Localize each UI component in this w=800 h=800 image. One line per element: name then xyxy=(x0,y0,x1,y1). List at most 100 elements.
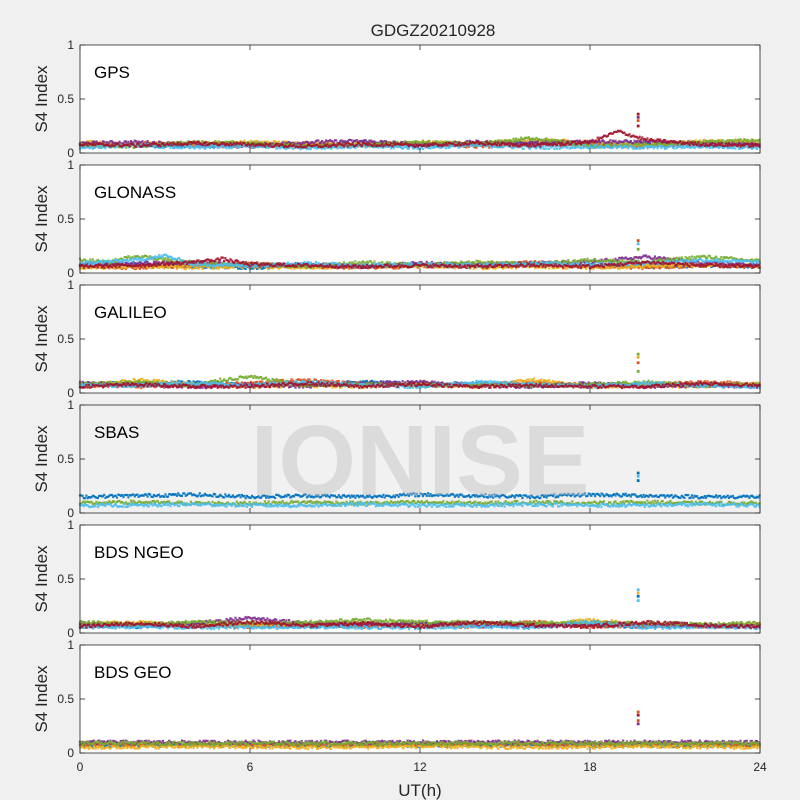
data-point-s3 xyxy=(731,141,734,144)
data-point-s5 xyxy=(595,143,598,147)
data-point-s3 xyxy=(750,141,753,144)
data-point-s3 xyxy=(349,138,352,142)
data-point-s2 xyxy=(628,143,631,146)
data-point-s2 xyxy=(757,140,760,143)
data-point-s1 xyxy=(656,145,659,148)
data-point-s0 xyxy=(646,142,649,145)
data-point-s6 xyxy=(659,138,662,141)
data-point-s4 xyxy=(420,142,423,145)
data-point-s5 xyxy=(588,144,592,147)
data-point-s1 xyxy=(276,144,279,147)
data-point-s1 xyxy=(537,142,541,145)
data-point-s6 xyxy=(342,145,345,148)
data-point-s2 xyxy=(149,141,152,144)
data-point-s6 xyxy=(507,142,510,145)
data-point-s5 xyxy=(193,147,196,150)
data-point-s3 xyxy=(614,139,617,142)
data-point-s0 xyxy=(717,145,720,148)
data-point-s0 xyxy=(474,144,477,147)
data-point-s3 xyxy=(127,140,130,143)
data-point-s1 xyxy=(447,143,450,146)
data-point-s3 xyxy=(159,140,162,144)
data-point-s4 xyxy=(214,140,217,143)
data-point-s3 xyxy=(744,144,747,147)
data-point-s2 xyxy=(201,267,204,270)
data-point-s3 xyxy=(724,141,727,145)
data-point-s5 xyxy=(522,147,525,150)
data-point-s1 xyxy=(750,145,753,148)
data-point-s6 xyxy=(177,141,180,144)
data-point-s2 xyxy=(458,140,461,143)
data-point-s3 xyxy=(109,140,112,143)
data-point-s5 xyxy=(580,147,583,150)
data-point-s3 xyxy=(122,142,125,145)
data-point-s5 xyxy=(307,147,310,151)
data-point-s3 xyxy=(475,139,478,142)
data-point-s3 xyxy=(291,141,294,144)
data-point-s3 xyxy=(609,139,612,142)
data-point-s3 xyxy=(401,141,404,144)
data-point-s3 xyxy=(600,140,603,143)
panel-label: GPS xyxy=(94,63,130,82)
data-point-s3 xyxy=(197,143,200,146)
data-point-s2 xyxy=(184,267,187,271)
figure-title: GDGZ20210928 xyxy=(371,21,496,40)
data-point-s3 xyxy=(322,141,325,144)
data-point-s2 xyxy=(698,139,701,142)
data-point-s0 xyxy=(532,140,535,143)
data-point-s3 xyxy=(325,139,328,142)
data-point-s2 xyxy=(563,138,566,141)
data-point-s5 xyxy=(169,146,172,149)
data-point-s3 xyxy=(131,141,134,144)
data-point-s2 xyxy=(90,267,93,270)
data-point-s0 xyxy=(154,146,157,149)
data-point-s6 xyxy=(159,145,162,148)
data-point-s3 xyxy=(307,141,310,144)
data-point-s2 xyxy=(330,142,333,145)
data-point-s2 xyxy=(294,141,297,144)
data-point-s3 xyxy=(590,141,593,144)
data-point-s0 xyxy=(164,145,167,148)
data-point-s3 xyxy=(619,140,622,144)
data-point-s3 xyxy=(527,141,530,144)
data-point-s5 xyxy=(548,147,551,150)
data-point-s0 xyxy=(623,142,626,145)
data-point-s0 xyxy=(531,140,534,143)
data-point-s3 xyxy=(469,139,472,142)
data-point-s5 xyxy=(611,146,615,149)
data-point-s3 xyxy=(465,140,468,143)
data-point-s1 xyxy=(741,145,745,148)
data-point-s3 xyxy=(416,143,419,146)
data-point-s1 xyxy=(683,266,686,269)
data-point-s6 xyxy=(467,143,470,146)
data-point-s2 xyxy=(272,140,275,143)
data-point-s3 xyxy=(743,142,746,145)
data-point-s2 xyxy=(420,140,423,143)
data-point-s6 xyxy=(495,144,498,147)
data-point-s3 xyxy=(423,143,426,146)
data-point-s6 xyxy=(711,142,714,145)
data-point-s0 xyxy=(590,144,593,147)
data-point-s3 xyxy=(595,141,598,144)
data-point-s3 xyxy=(424,144,427,147)
data-point-s2 xyxy=(735,139,738,142)
data-point-s3 xyxy=(405,141,408,144)
data-point-s2 xyxy=(585,139,588,142)
data-point-s4 xyxy=(735,141,738,144)
data-point-s2 xyxy=(197,267,200,270)
data-point-s2 xyxy=(749,141,752,144)
data-point-s3 xyxy=(308,142,311,145)
data-point-s2 xyxy=(443,140,446,143)
data-point-s2 xyxy=(248,142,251,145)
data-point-s3 xyxy=(662,141,666,144)
data-point-s2 xyxy=(613,142,616,145)
data-point-s2 xyxy=(520,139,523,142)
data-point-s3 xyxy=(288,141,291,144)
data-point-s6 xyxy=(494,141,497,144)
data-point-s6 xyxy=(647,140,650,143)
data-point-s3 xyxy=(548,141,551,144)
data-point-s3 xyxy=(409,142,412,145)
data-point-s3 xyxy=(321,140,324,143)
data-point-s1 xyxy=(560,143,564,146)
